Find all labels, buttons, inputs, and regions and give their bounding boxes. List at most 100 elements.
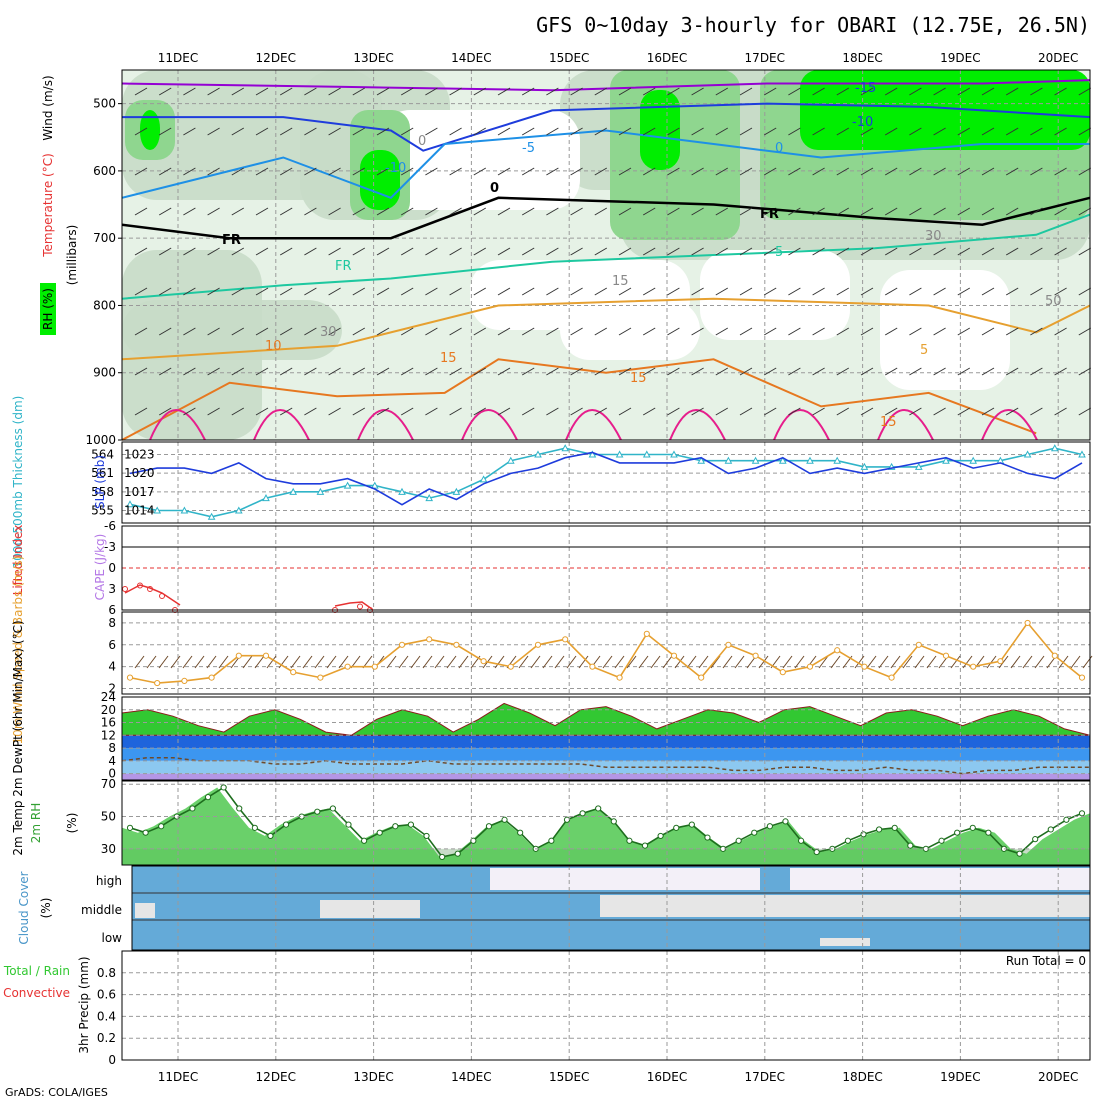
wind-barb: [279, 327, 293, 336]
cloud-ylabel-unit: (%): [39, 898, 53, 919]
rh-dry-region: [880, 270, 1010, 390]
rh-moist-region: [360, 150, 400, 210]
wind-barb: [1030, 287, 1043, 296]
surface-wind-barb: [926, 655, 937, 669]
cloud-row-label: low: [102, 931, 123, 945]
wind-barb: [231, 287, 245, 296]
rh-2m-point: [860, 831, 867, 838]
wind-barb: [957, 247, 971, 256]
thickness-point: [561, 444, 570, 452]
x-tick-bottom: 16DEC: [647, 1070, 687, 1084]
wind-barb: [1030, 127, 1043, 136]
surface-wind-barb: [710, 655, 721, 669]
wind-barb: [715, 327, 729, 336]
wind-barb: [1005, 327, 1019, 336]
wind-barb: [546, 127, 559, 136]
wind-barb: [642, 407, 656, 416]
rh-ylabel-unit: (%): [65, 813, 79, 834]
wind-barb: [884, 327, 898, 336]
wind-barb: [546, 327, 559, 336]
wind-barb: [884, 247, 898, 256]
wind-speed-point: [725, 641, 732, 648]
wind-barb: [546, 367, 559, 376]
wind-barb: [546, 167, 559, 176]
wind-barb: [1078, 247, 1092, 256]
wind-barb: [497, 87, 511, 96]
rh-legend-swatch: [40, 283, 56, 335]
wind-barb: [860, 127, 874, 136]
wind-barb: [207, 407, 220, 416]
thick-frame: [121, 441, 1091, 524]
upper-ylabel-units: (millibars): [65, 225, 79, 286]
wind-barb: [158, 247, 172, 256]
wind-barb: [618, 327, 632, 336]
wind-barb: [957, 167, 971, 176]
wind-barb: [618, 87, 632, 96]
contour-label: -10: [852, 115, 873, 130]
wind-speed-point: [262, 652, 270, 659]
thickness-line: [129, 447, 1083, 518]
li-ylabel: Lifted Index: [11, 525, 25, 596]
wind-barb: [279, 407, 293, 416]
wind-speed-point: [398, 641, 406, 648]
wind-barb: [1030, 327, 1043, 336]
surface-wind-barb: [794, 655, 805, 669]
thickness-point: [942, 456, 950, 464]
wind-barb: [546, 407, 559, 416]
thick-left-tick: 564: [91, 447, 114, 461]
wind-barb: [933, 327, 946, 336]
rh-2m-point: [204, 794, 212, 801]
li-y-tick: -6: [104, 519, 116, 533]
wind-barb: [667, 87, 680, 96]
wind-speed-point: [480, 658, 487, 665]
x-tick-top: 18DEC: [842, 51, 882, 65]
wind-barb: [715, 167, 729, 176]
surface-wind-barb: [554, 655, 565, 669]
thickness-point: [914, 462, 923, 470]
wind-barb: [1030, 247, 1043, 256]
wind-barb: [328, 287, 341, 296]
wind-barb: [497, 247, 511, 256]
wind-barb: [255, 207, 269, 216]
wind-barb: [352, 287, 366, 296]
rh-2m-point: [267, 832, 274, 840]
surface-wind-barb: [242, 655, 253, 669]
rh-2m-point: [1047, 826, 1054, 833]
li-line: [124, 584, 373, 610]
wind-barb: [667, 127, 680, 136]
surface-wind-barb: [626, 655, 637, 669]
wind-barb: [860, 87, 874, 96]
wind-barb: [521, 367, 535, 376]
contour-label: 0: [490, 181, 499, 196]
surface-wind-barb: [902, 655, 913, 669]
wind-barb: [207, 367, 220, 376]
wind-barb: [255, 367, 269, 376]
wind-barb: [400, 287, 414, 296]
rh-2m-point: [485, 823, 493, 830]
surface-wind-barb: [674, 655, 685, 669]
wind-barb: [739, 127, 753, 136]
wind-barb: [667, 287, 680, 296]
dewpoint-band: [122, 748, 1090, 761]
wind-barb: [788, 287, 801, 296]
thickness-point: [588, 450, 597, 458]
wind-barb: [570, 87, 583, 96]
wind-barb: [183, 367, 196, 376]
cloud-clear-low: [820, 938, 870, 946]
surface-wind-barb: [146, 655, 157, 669]
wind-barb: [304, 407, 317, 416]
wind-barb: [933, 167, 946, 176]
wind-barb: [981, 127, 995, 136]
wind-barb: [400, 167, 414, 176]
wind-speed-point: [698, 674, 705, 681]
wind-barb: [1005, 207, 1019, 216]
wind-speed-point: [126, 674, 134, 681]
wind-barb: [352, 327, 366, 336]
surface-wind-barb: [158, 655, 169, 669]
cloud-row-label: middle: [81, 903, 122, 917]
rh-2m-panel: 30 50 70 2m RH (%): [29, 777, 1091, 866]
wind-y-tick: 6: [108, 638, 116, 652]
wind-speed-point: [806, 663, 814, 670]
wind-barb: [691, 287, 704, 296]
wind-barb: [1005, 167, 1019, 176]
